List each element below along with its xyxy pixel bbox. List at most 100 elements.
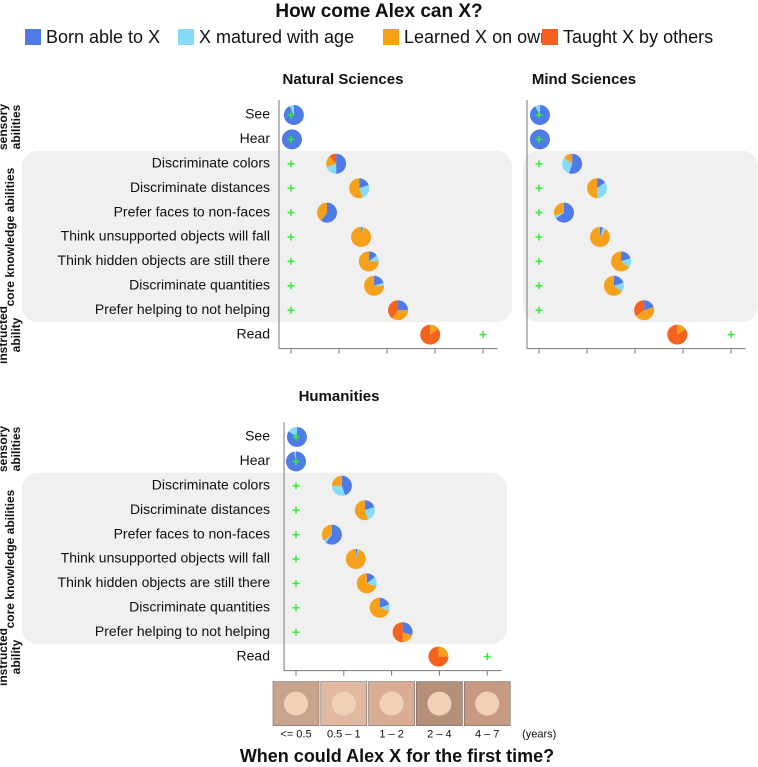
row-label: Discriminate distances [130,501,270,517]
pie-slice [438,646,449,657]
pie [587,178,608,199]
pie-slice [613,282,624,292]
pie-slice [597,182,608,199]
group-label: sensory abilities [0,104,23,151]
plus-marker [727,331,735,339]
pie-slice [336,153,347,174]
plus-marker [292,604,300,612]
pie-slice [316,202,327,221]
pie-slice [388,300,399,319]
plus-marker [287,160,295,168]
figure-title: How come Alex can X? [275,1,482,22]
pie-slice [326,156,337,167]
x-tick-label: 4 – 7 [475,729,499,741]
pie [603,275,624,296]
pie [589,227,610,248]
pie-slice [321,202,338,223]
pie-slice [361,227,363,237]
pie [331,475,352,496]
photo-face [427,691,452,716]
pie-slice [392,622,403,643]
plus-marker [287,233,295,241]
pie-slice [603,275,622,296]
plus-marker [292,628,300,636]
pie-slice [564,153,573,164]
pie-slice [351,227,372,247]
plus-marker [287,306,295,314]
pie [358,251,379,272]
row-label: Hear [240,130,271,146]
pie-slice [359,178,369,189]
row-label: Discriminate colors [152,477,270,493]
pie-slice [331,475,342,486]
pie-slice [621,258,632,268]
pie-slice [392,310,409,321]
pie-slice [599,227,606,237]
photo-face [475,691,500,716]
pie [428,646,449,667]
pie [388,300,409,321]
legend-swatch [178,29,194,45]
legend-swatch [542,29,558,45]
plus-marker [535,282,543,290]
group-label: core knowledge abilities [2,167,17,307]
group-label: core knowledge abilities [2,489,17,629]
plus-marker [535,209,543,217]
pie-slice [366,573,375,584]
plus-marker [287,184,295,192]
pie-slice [611,251,630,272]
group-label: sensory abilities [0,426,23,473]
pie-slice [569,153,583,174]
pie-slice [354,500,368,521]
pie-slice [379,604,390,611]
photo-face [284,691,308,716]
row-label: See [245,428,270,444]
group-label: instructed ability [0,627,23,686]
pie [667,324,688,345]
pie [356,573,377,594]
pie-slice [644,300,654,311]
plus-marker [292,506,300,514]
pie-slice [555,202,574,223]
panel-title: Humanities [299,388,380,405]
x-tick-label: <= 0.5 [280,729,311,741]
pie-slice [554,212,564,219]
pie-slice [621,251,631,262]
pie-slice [553,202,564,216]
pie-slice [331,485,345,496]
group-shade [22,150,512,323]
pie [354,500,375,521]
pie-slice [325,524,342,545]
plus-marker [287,257,295,265]
row-label: Discriminate quantities [129,599,270,615]
legend-swatch [25,29,41,45]
pie-slice [430,324,439,335]
plus-marker [292,531,300,539]
row-label: Discriminate colors [152,155,270,171]
pie [316,202,338,223]
pie-slice [374,282,385,286]
pie-slice [289,105,294,115]
pie-slice [589,227,610,248]
pie-slice [636,307,655,321]
pie [562,153,583,174]
plus-marker [535,160,543,168]
pie-slice [341,475,352,496]
pie [326,153,347,174]
pie-slice [321,524,332,541]
pie-slice [368,251,377,262]
plus-marker [535,184,543,192]
pie-slice [355,549,358,559]
plus-marker [535,306,543,314]
photo-face [379,691,404,716]
pie-slice [326,163,337,174]
pie [634,300,655,321]
pie-slice [597,178,606,189]
pie-slice [599,227,604,237]
row-label: Discriminate distances [130,179,270,195]
photo-face [331,691,356,716]
pie [349,178,370,199]
row-label: Read [237,647,270,663]
